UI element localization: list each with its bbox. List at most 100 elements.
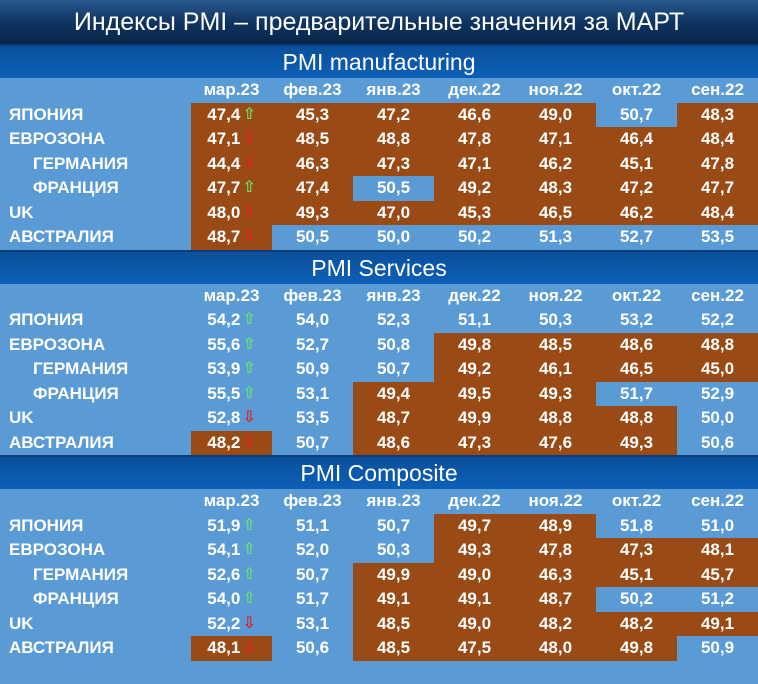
value-text: 53,9	[207, 359, 241, 378]
value-cell: 48,5	[353, 611, 434, 636]
value-text: 47,1	[457, 153, 492, 173]
value-text: 46,2	[619, 202, 654, 222]
row-label: UK	[9, 613, 34, 633]
value-cell: 50,5	[353, 176, 434, 201]
value-cell: 53,2	[596, 308, 677, 333]
value-cell: 49,9	[434, 406, 515, 431]
arrow-up-icon: ⇧	[242, 516, 256, 534]
arrow-down-icon: ⇩	[242, 130, 256, 147]
value-text: 49,2	[457, 359, 492, 378]
value-cell: 48,7	[515, 587, 596, 612]
row-label: ЯПОНИЯ	[9, 310, 84, 329]
column-header: дек.22	[448, 80, 501, 99]
arrow-down-icon: ⇩	[242, 154, 256, 172]
value-cell: 54,0	[272, 308, 353, 333]
value-cell: 54,1 ⇧	[191, 538, 272, 563]
value-text: 48,5	[538, 334, 573, 354]
value-cell: 47,1	[515, 127, 596, 152]
value-text: 52,9	[700, 383, 735, 403]
value-text: 46,3	[295, 153, 330, 173]
value-text: 48,2	[619, 613, 654, 633]
row-label: ЯПОНИЯ	[9, 515, 84, 535]
value-cell: 47,3	[596, 538, 677, 563]
value-text: 54,0	[295, 310, 330, 329]
value-text: 47,0	[376, 202, 411, 222]
value-text: 49,2	[457, 178, 492, 197]
row-label: ГЕРМАНИЯ	[33, 564, 129, 584]
value-text: 48,0	[538, 638, 573, 657]
pmi-section: PMI Services мар.23 фев.23 янв.23 дек.22 ноя.…	[0, 249, 758, 456]
arrow-up-icon: ⇧	[242, 179, 256, 196]
value-cell: 49,8	[596, 636, 677, 661]
value-text: 49,9	[457, 408, 492, 427]
value-cell: 47,1	[434, 151, 515, 176]
value-text: 51,3	[538, 227, 573, 246]
value-text: 49,0	[457, 564, 492, 584]
section-title: PMI Services	[0, 249, 758, 284]
arrow-down-icon: ⇩	[242, 203, 256, 221]
value-cell: 51,7	[272, 587, 353, 612]
value-text: 47,2	[376, 104, 411, 124]
value-text: 50,7	[295, 564, 330, 584]
value-cell: 50,0	[677, 406, 758, 431]
value-cell: 52,2	[677, 308, 758, 333]
value-text: 49,0	[457, 613, 492, 633]
value-cell: 49,1	[434, 587, 515, 612]
value-cell: 50,3	[515, 308, 596, 333]
value-cell: 45,7	[677, 562, 758, 587]
value-text: 55,6	[207, 334, 241, 354]
value-text: 50,5	[295, 227, 330, 246]
value-text: 51,7	[619, 383, 654, 403]
value-text: 47,8	[457, 129, 492, 148]
row-label: ЕВРОЗОНА	[9, 334, 106, 354]
value-cell: 50,6	[677, 431, 758, 456]
value-text: 47,3	[457, 432, 492, 452]
column-header: дек.22	[448, 491, 501, 510]
value-cell: 50,7	[272, 431, 353, 456]
value-text: 50,8	[376, 334, 411, 354]
pmi-grid: мар.23 фев.23 янв.23 дек.22 ноя.22 окт.22 сен.…	[0, 78, 758, 250]
row-label: АВСТРАЛИЯ	[9, 227, 114, 246]
value-cell: 46,6	[434, 102, 515, 127]
value-cell: 52,9	[677, 382, 758, 407]
column-header: мар.23	[203, 80, 260, 99]
value-text: 50,6	[700, 432, 735, 452]
value-cell: 46,5	[596, 357, 677, 382]
value-text: 47,4	[295, 178, 330, 197]
arrow-up-icon: ⇧	[242, 311, 256, 328]
value-text: 47,7	[207, 178, 241, 197]
value-text: 51,1	[295, 515, 330, 535]
value-text: 47,6	[538, 432, 573, 452]
value-cell: 47,6	[515, 430, 596, 455]
value-text: 49,1	[376, 589, 411, 608]
value-text: 51,1	[457, 310, 492, 329]
sections-container: PMI manufacturing мар.23 фев.23 янв.23 дек.2…	[0, 44, 758, 661]
value-text: 48,4	[700, 202, 735, 222]
column-header: сен.22	[691, 80, 744, 99]
value-text: 46,3	[538, 564, 573, 584]
section-title: PMI manufacturing	[0, 44, 758, 78]
value-cell: 45,3	[272, 102, 353, 127]
value-text: 50,7	[619, 104, 654, 124]
value-cell: 50,7	[596, 103, 677, 128]
value-text: 48,0	[207, 202, 241, 222]
column-header: янв.23	[366, 285, 421, 305]
value-text: 53,5	[295, 408, 330, 427]
value-cell: 50,3	[353, 538, 434, 563]
value-text: 47,3	[376, 153, 411, 173]
row-label: ЕВРОЗОНА	[9, 129, 106, 148]
value-text: 50,7	[376, 515, 411, 535]
column-header: ноя.22	[528, 80, 583, 99]
arrow-down-icon: ⇩	[242, 228, 256, 245]
value-text: 48,6	[619, 334, 654, 354]
value-cell: 48,6	[353, 430, 434, 455]
value-text: 50,0	[700, 408, 735, 427]
value-cell: 48,1	[677, 538, 758, 563]
value-cell: 53,9 ⇧	[191, 357, 272, 382]
column-header: мар.23	[203, 285, 260, 305]
value-cell: 49,0	[434, 611, 515, 636]
value-cell: 49,8	[434, 332, 515, 357]
value-cell: 53,1	[272, 382, 353, 407]
value-cell: 54,0 ⇧	[191, 587, 272, 612]
value-text: 49,3	[619, 432, 654, 452]
